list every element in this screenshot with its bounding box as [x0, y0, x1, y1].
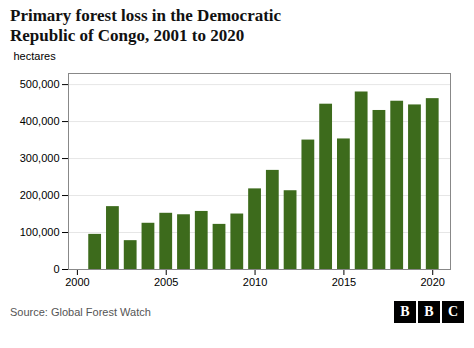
- svg-text:200,000: 200,000: [20, 189, 60, 201]
- svg-text:2010: 2010: [243, 276, 267, 288]
- html-text:Source: Global Forest Watch: Source: Global Forest Watch: [10, 305, 151, 318]
- html-text:C: C: [447, 303, 459, 319]
- svg-text:400,000: 400,000: [20, 115, 60, 127]
- html-text:B: B: [400, 303, 410, 319]
- svg-text:2000: 2000: [65, 276, 89, 288]
- svg-text:2020: 2020: [420, 276, 444, 288]
- svg-text:100,000: 100,000: [20, 226, 60, 238]
- svg-text:500,000: 500,000: [20, 78, 60, 90]
- svg-text:0: 0: [53, 263, 59, 275]
- svg-text:hectares: hectares: [14, 50, 57, 62]
- html-text:B: B: [424, 303, 434, 319]
- html-text:Primary forest loss in the Dem: Primary forest loss in the Democratic Re…: [10, 6, 282, 46]
- svg-text:300,000: 300,000: [20, 152, 60, 164]
- svg-text:2005: 2005: [154, 276, 178, 288]
- svg-text:2015: 2015: [332, 276, 356, 288]
